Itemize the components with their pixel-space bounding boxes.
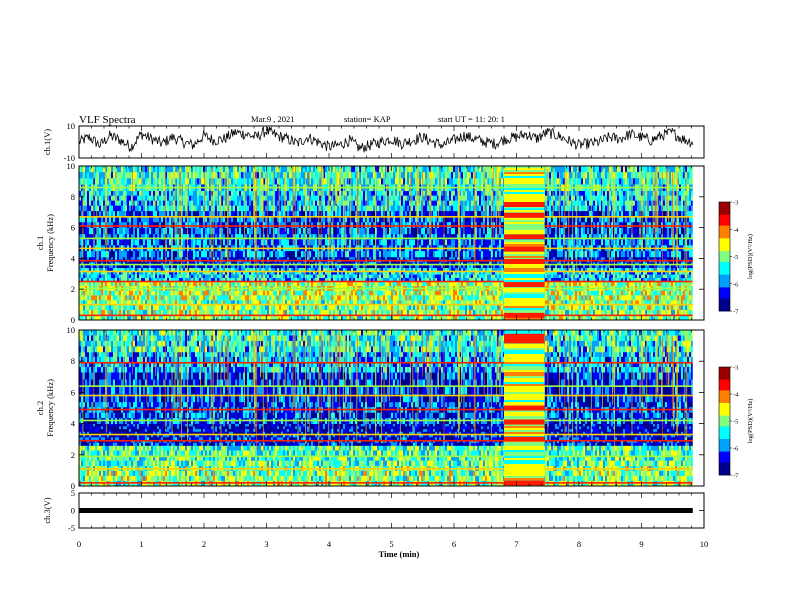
spectrogram-y-2-tick-label: 4 xyxy=(71,419,76,429)
spectrogram-y-1-tick-label: 10 xyxy=(67,161,76,171)
colorbar-tick-label: -7 xyxy=(733,473,739,480)
transmitter-line xyxy=(79,433,693,436)
time-tick-label: 9 xyxy=(639,539,643,549)
spectrogram-y-2-tick-label: 8 xyxy=(71,356,75,366)
transmitter-line xyxy=(79,259,693,262)
time-tick-label: 0 xyxy=(77,539,81,549)
transmitter-line xyxy=(79,270,693,273)
time-axis: 0 1 2 3 4 5 6 7 8 9 10 xyxy=(77,539,708,549)
ch3-waveform-panel: 5 0 -5 ch.3(V) xyxy=(42,488,705,533)
ch2-colorbar: -3 -4 -5 -6 -7 log(PSD)(V²/Hz) xyxy=(718,365,754,480)
spectrogram-y-2-tick-label: 0 xyxy=(71,481,75,491)
date-label: Mar.9 , 2021 xyxy=(251,114,294,124)
transmitter-line xyxy=(79,314,693,317)
spectrogram-y-1-tick-label: 2 xyxy=(71,284,75,294)
spectrogram-y-2-tick-label: 6 xyxy=(71,387,75,397)
ch1-waveform-y-tick-label: -10 xyxy=(64,153,75,163)
spectrogram-y-1-tick-label: 4 xyxy=(71,253,76,263)
colorbar-label: log(PSD)(V²/Hz) xyxy=(747,399,754,444)
ch2-spectrogram-panel: 0 2 4 6 8 10 ch.2Frequency (kHz) xyxy=(35,325,705,491)
transmitter-line xyxy=(79,225,693,227)
transmitter-line xyxy=(79,455,693,458)
colorbar-tick-label: -4 xyxy=(733,227,739,234)
transmitter-line xyxy=(79,482,693,484)
colorbar-label: log(PSD)(V²/Hz) xyxy=(747,234,754,279)
time-tick-label: 5 xyxy=(389,539,393,549)
transmitter-line xyxy=(79,216,693,218)
transmitter-line xyxy=(79,394,693,397)
spectrogram-ylabel-2: ch.2Frequency (kHz) xyxy=(35,379,55,437)
time-tick-label: 2 xyxy=(202,539,206,549)
spectrogram-y-2-tick-label: 10 xyxy=(67,325,76,335)
start-time-label: start UT = 11: 20: 1 xyxy=(438,114,505,124)
transmitter-line xyxy=(79,439,693,442)
colorbar-tick-label: -3 xyxy=(733,200,738,207)
time-tick-label: 4 xyxy=(327,539,332,549)
ch1-waveform-y-tick-label: 10 xyxy=(67,121,76,131)
colorbar-tick-label: -6 xyxy=(733,281,739,288)
colorbar-tick-label: -4 xyxy=(733,392,739,399)
ch1-colorbar: -3 -4 -5 -6 -7 log(PSD)(V²/Hz) xyxy=(718,200,754,316)
time-tick-label: 8 xyxy=(577,539,581,549)
burst-region xyxy=(504,166,545,321)
x-axis-label: Time (min) xyxy=(379,549,420,559)
ch3-waveform-line xyxy=(79,508,693,513)
spectrogram-y-1-tick-label: 6 xyxy=(71,223,75,233)
ch1-waveform-ylabel: ch.1(V) xyxy=(42,129,52,155)
transmitter-line xyxy=(79,419,693,422)
transmitter-line xyxy=(79,385,693,387)
ch3-waveform-ylabel: ch.3(V) xyxy=(42,497,52,523)
spectrogram-y-2-tick-label: 2 xyxy=(71,450,75,460)
time-tick-label: 1 xyxy=(139,539,143,549)
spectrogram-ylabel-1: ch.1Frequency (kHz) xyxy=(35,214,55,272)
ch1-waveform-panel: 10 -10 ch.1(V) xyxy=(42,121,705,163)
colorbar-tick-label: -7 xyxy=(733,309,739,316)
ch3-waveform-y-tick-label: 0 xyxy=(71,506,75,516)
transmitter-line xyxy=(79,280,693,283)
colorbar-tick-label: -5 xyxy=(733,419,738,426)
transmitter-line xyxy=(79,361,693,364)
ch3-waveform-y-tick-label: -5 xyxy=(68,523,75,533)
transmitter-line xyxy=(79,186,693,189)
burst-region xyxy=(504,330,545,487)
transmitter-line xyxy=(79,303,693,306)
transmitter-line xyxy=(79,287,693,290)
transmitter-line xyxy=(79,408,693,411)
time-tick-label: 3 xyxy=(264,539,268,549)
spectrogram-image-2 xyxy=(79,330,694,487)
time-tick-label: 7 xyxy=(514,539,518,549)
ch1-waveform-line xyxy=(78,126,694,153)
transmitter-line xyxy=(79,468,693,470)
colorbar-tick-label: -5 xyxy=(733,254,738,261)
spectrogram-y-1-tick-label: 0 xyxy=(71,315,75,325)
ch3-waveform-y-tick-label: 5 xyxy=(71,488,75,498)
transmitter-line xyxy=(79,247,693,250)
spectrogram-y-1-tick-label: 8 xyxy=(71,192,75,202)
transmitter-line xyxy=(79,263,693,266)
time-tick-label: 6 xyxy=(452,539,456,549)
time-tick-label: 10 xyxy=(700,539,709,549)
figure-title: VLF Spectra xyxy=(79,114,136,126)
station-label: station= KAP xyxy=(344,114,391,124)
colorbar-tick-label: -3 xyxy=(733,365,738,372)
spectrogram-image-1 xyxy=(79,166,694,321)
ch1-spectrogram-panel: 0 2 4 6 8 10 ch.1Frequency (kHz) xyxy=(35,161,705,325)
colorbar-tick-label: -6 xyxy=(733,446,739,453)
transmitter-line xyxy=(79,237,693,240)
